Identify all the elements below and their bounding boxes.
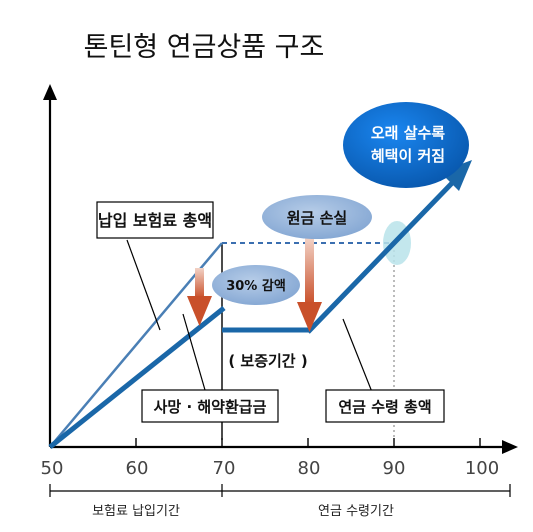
longevity-benefit-oval: 오래 살수록 혜택이 커짐 xyxy=(343,102,469,188)
premium-line xyxy=(49,242,223,448)
refund-label-connector xyxy=(182,313,206,391)
period-bracket: 보험료 납입기간 연금 수령기간 xyxy=(49,484,511,519)
annuity-total-text: 연금 수령 총액 xyxy=(338,398,431,416)
guarantee-period-label: ( 보증기간 ) xyxy=(228,352,307,370)
reduction-oval: 30% 감액 xyxy=(212,265,300,305)
principal-loss-text: 원금 손실 xyxy=(287,209,347,227)
premium-total-label: 납입 보험료 총액 xyxy=(96,201,214,239)
page-title: 톤틴형 연금상품 구조 xyxy=(84,32,325,63)
arrow-up-right-icon xyxy=(440,160,472,191)
down-arrow-icon xyxy=(297,238,322,332)
annuity-total-label: 연금 수령 총액 xyxy=(325,389,445,423)
premium-total-text: 납입 보험료 총액 xyxy=(98,211,212,230)
x-tick-label: 70 xyxy=(213,458,236,479)
death-refund-text: 사망 · 해약환급금 xyxy=(154,398,267,416)
death-refund-label: 사망 · 해약환급금 xyxy=(141,389,279,423)
x-tick-label: 100 xyxy=(465,458,499,479)
annuity-line xyxy=(306,178,457,334)
annuity-period-label: 연금 수령기간 xyxy=(318,504,394,519)
refund-line xyxy=(48,306,226,449)
x-tick-label: 90 xyxy=(383,458,406,479)
down-arrow-icon xyxy=(187,268,212,326)
longevity-text-line1: 오래 살수록 xyxy=(371,124,445,142)
longevity-text-line2: 혜택이 커짐 xyxy=(371,147,445,165)
x-tick-label: 50 xyxy=(41,458,64,479)
annuity-label-connector xyxy=(342,318,373,393)
x-axis-arrow-icon xyxy=(502,440,518,454)
premium-label-connector xyxy=(126,239,161,331)
axes: 50 60 70 80 90 100 xyxy=(41,84,518,479)
premium-period-label: 보험료 납입기간 xyxy=(92,504,180,519)
x-tick-label: 60 xyxy=(126,458,149,479)
y-axis-arrow-icon xyxy=(43,84,57,100)
principal-loss-oval: 원금 손실 xyxy=(262,195,372,239)
reduction-text: 30% 감액 xyxy=(226,279,286,294)
x-tick-label: 80 xyxy=(298,458,321,479)
